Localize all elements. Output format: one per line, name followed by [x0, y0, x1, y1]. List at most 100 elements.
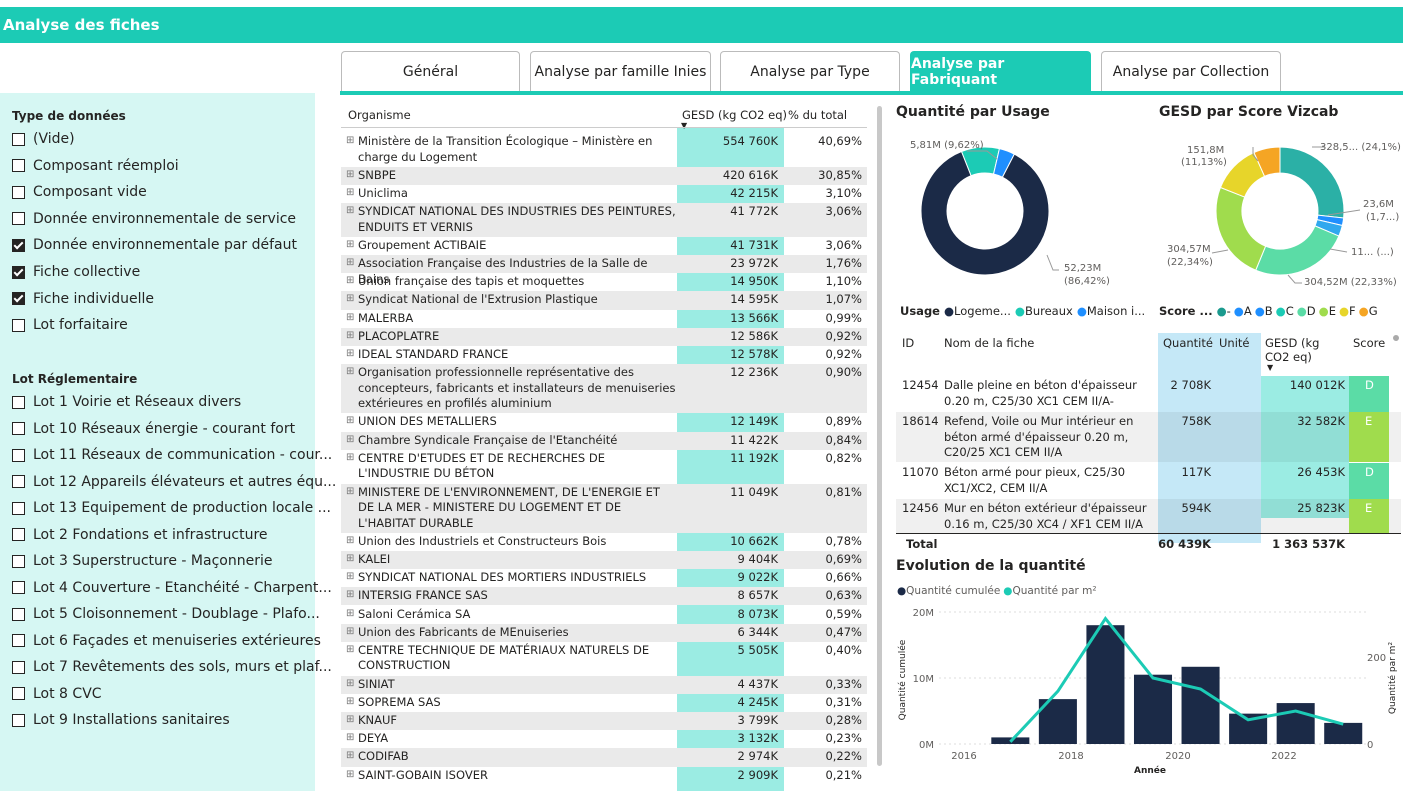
- expand-icon[interactable]: ⊞: [346, 275, 355, 287]
- table-row[interactable]: ⊞ Syndicat National de l'Extrusion Plasti…: [341, 291, 867, 310]
- score-legend-item[interactable]: G: [1368, 304, 1378, 318]
- type-filter-item[interactable]: Composant vide: [12, 182, 147, 202]
- table-row[interactable]: ⊞ Union des Fabricants de MEnuiseries 6 34…: [341, 623, 867, 642]
- type-filter-item[interactable]: Lot forfaitaire: [12, 315, 128, 335]
- expand-icon[interactable]: ⊞: [346, 168, 355, 180]
- expand-icon[interactable]: ⊞: [346, 205, 355, 217]
- expand-icon[interactable]: ⊞: [346, 366, 355, 378]
- table-row[interactable]: ⊞ SYNDICAT NATIONAL DES INDUSTRIES DES PE…: [341, 203, 867, 237]
- usage-legend-maison[interactable]: Maison i...: [1086, 304, 1146, 318]
- score-legend-item[interactable]: -: [1226, 304, 1231, 318]
- expand-icon[interactable]: ⊞: [346, 552, 355, 564]
- checkbox-icon[interactable]: [12, 475, 25, 488]
- lot-filter-item[interactable]: Lot 3 Superstructure - Maçonnerie: [12, 551, 272, 571]
- table-row[interactable]: ⊞ Union des Industriels et Constructeurs …: [341, 533, 867, 551]
- table-row[interactable]: ⊞ MALERBA 13 566K 0,99%: [341, 310, 867, 328]
- expand-icon[interactable]: ⊞: [346, 750, 355, 762]
- checkbox-icon[interactable]: [12, 159, 25, 173]
- sort-desc-icon[interactable]: ▼: [681, 121, 688, 130]
- table-row[interactable]: ⊞ Union française des tapis et moquettes 1…: [341, 273, 867, 291]
- table-row[interactable]: ⊞ Organisation professionnelle représenta…: [341, 364, 867, 414]
- expand-icon[interactable]: ⊞: [346, 186, 355, 198]
- checkbox-icon[interactable]: [12, 634, 25, 647]
- lot-filter-item[interactable]: Lot 11 Réseaux de communication - cour..…: [12, 445, 332, 465]
- tab-2[interactable]: Analyse par Type: [720, 51, 900, 91]
- table-row[interactable]: ⊞ SYNDICAT NATIONAL DES MORTIERS INDUSTRI…: [341, 569, 867, 587]
- expand-icon[interactable]: ⊞: [346, 571, 355, 583]
- score-legend-item[interactable]: A: [1243, 304, 1252, 318]
- donut-slice[interactable]: [1255, 225, 1340, 276]
- table-row[interactable]: ⊞ INTERSIG FRANCE SAS 8 657K 0,63%: [341, 587, 867, 606]
- expand-icon[interactable]: ⊞: [346, 293, 355, 305]
- fiche-id-header[interactable]: ID: [902, 336, 915, 350]
- table-row[interactable]: ⊞ SNBPE 420 616K 30,85%: [341, 166, 867, 185]
- expand-icon[interactable]: ⊞: [346, 311, 355, 323]
- lot-filter-item[interactable]: Lot 9 Installations sanitaires: [12, 710, 230, 730]
- donut-slice[interactable]: [920, 150, 1050, 276]
- expand-icon[interactable]: ⊞: [346, 677, 355, 689]
- table-row[interactable]: ⊞ IDEAL STANDARD FRANCE 12 578K 0,92%: [341, 346, 867, 364]
- bar-2018[interactable]: [1086, 625, 1125, 744]
- checkbox-icon[interactable]: [12, 660, 25, 674]
- bar-2019[interactable]: [1133, 674, 1173, 744]
- donut-slice[interactable]: [1215, 186, 1267, 271]
- checkbox-icon[interactable]: [12, 581, 25, 594]
- tab-0[interactable]: Général: [341, 51, 520, 91]
- expand-icon[interactable]: ⊞: [346, 589, 355, 601]
- checkbox-icon[interactable]: [12, 448, 25, 462]
- checkbox-icon[interactable]: [12, 395, 25, 409]
- type-filter-item[interactable]: Donnée environnementale de service: [12, 209, 296, 229]
- lot-filter-item[interactable]: Lot 12 Appareils élévateurs et autres éq…: [12, 472, 336, 492]
- expand-icon[interactable]: ⊞: [346, 643, 355, 655]
- fiche-score-header[interactable]: Score: [1353, 336, 1386, 350]
- score-legend-item[interactable]: D: [1306, 304, 1316, 318]
- type-filter-item[interactable]: Fiche individuelle: [12, 289, 154, 309]
- expand-icon[interactable]: ⊞: [346, 135, 355, 146]
- fiche-qty-header[interactable]: Quantité: [1163, 336, 1213, 350]
- fiche-row[interactable]: 12456 Mur en béton extérieur d'épaisseur …: [896, 499, 1401, 533]
- type-filter-item[interactable]: (Vide): [12, 129, 75, 149]
- lot-filter-item[interactable]: Lot 8 CVC: [12, 684, 102, 704]
- bar-2023[interactable]: [1324, 722, 1363, 744]
- expand-icon[interactable]: ⊞: [346, 485, 355, 497]
- type-filter-item[interactable]: Composant réemploi: [12, 156, 179, 176]
- lot-filter-item[interactable]: Lot 4 Couverture - Etanchéité - Charpent…: [12, 578, 332, 598]
- table-row[interactable]: ⊞ CENTRE TECHNIQUE DE MATÉRIAUX NATURELS …: [341, 642, 867, 676]
- tab-3[interactable]: Analyse par Fabriquant: [910, 51, 1091, 91]
- expand-icon[interactable]: ⊞: [346, 732, 355, 744]
- expand-icon[interactable]: ⊞: [346, 348, 355, 359]
- table-row[interactable]: ⊞ Ministère de la Transition Écologique –…: [341, 133, 867, 167]
- lot-filter-item[interactable]: Lot 2 Fondations et infrastructure: [12, 525, 268, 545]
- tab-4[interactable]: Analyse par Collection: [1101, 51, 1281, 91]
- expand-icon[interactable]: ⊞: [346, 433, 355, 445]
- legend-per-m2[interactable]: Quantité par m²: [1012, 585, 1097, 597]
- fiche-unit-header[interactable]: Unité: [1219, 336, 1250, 350]
- checkbox-icon[interactable]: [12, 132, 25, 146]
- table-row[interactable]: ⊞ MINISTERE DE L'ENVIRONNEMENT, DE L'ENER…: [341, 483, 867, 533]
- checkbox-icon[interactable]: [12, 713, 25, 727]
- checkbox-icon[interactable]: [12, 528, 25, 541]
- expand-icon[interactable]: ⊞: [346, 534, 355, 546]
- legend-cumulative[interactable]: Quantité cumulée: [906, 585, 1001, 597]
- fiche-row[interactable]: 11070 Béton armé pour pieux, C25/30 XC1/X…: [896, 463, 1401, 499]
- checkbox-icon[interactable]: [12, 318, 25, 332]
- fiche-row[interactable]: 12454 Dalle pleine en béton d'épaisseur 0…: [896, 376, 1401, 412]
- checkbox-icon[interactable]: [12, 292, 25, 306]
- table-row[interactable]: ⊞ Association Française des Industries de…: [341, 255, 867, 286]
- expand-icon[interactable]: ⊞: [346, 415, 355, 427]
- bar-2022[interactable]: [1276, 703, 1315, 744]
- table-row[interactable]: ⊞ Uniclima 42 215K 3,10%: [341, 185, 867, 203]
- checkbox-icon[interactable]: [12, 607, 25, 621]
- type-filter-item[interactable]: Donnée environnementale par défaut: [12, 235, 297, 255]
- pct-header[interactable]: % du total: [788, 108, 848, 122]
- usage-legend-logement[interactable]: Logeme...: [954, 304, 1011, 318]
- expand-icon[interactable]: ⊞: [346, 714, 355, 725]
- table-row[interactable]: ⊞ KNAUF 3 799K 0,28%: [341, 712, 867, 731]
- usage-legend-bureaux[interactable]: Bureaux: [1024, 304, 1073, 318]
- gesd-header[interactable]: GESD (kg CO2 eq): [682, 108, 788, 122]
- score-legend-item[interactable]: B: [1264, 304, 1273, 318]
- table-row[interactable]: ⊞ Groupement ACTIBAIE 41 731K 3,06%: [341, 237, 867, 255]
- expand-icon[interactable]: ⊞: [346, 451, 355, 463]
- checkbox-icon[interactable]: [12, 687, 25, 700]
- donut-slice[interactable]: [1279, 146, 1345, 219]
